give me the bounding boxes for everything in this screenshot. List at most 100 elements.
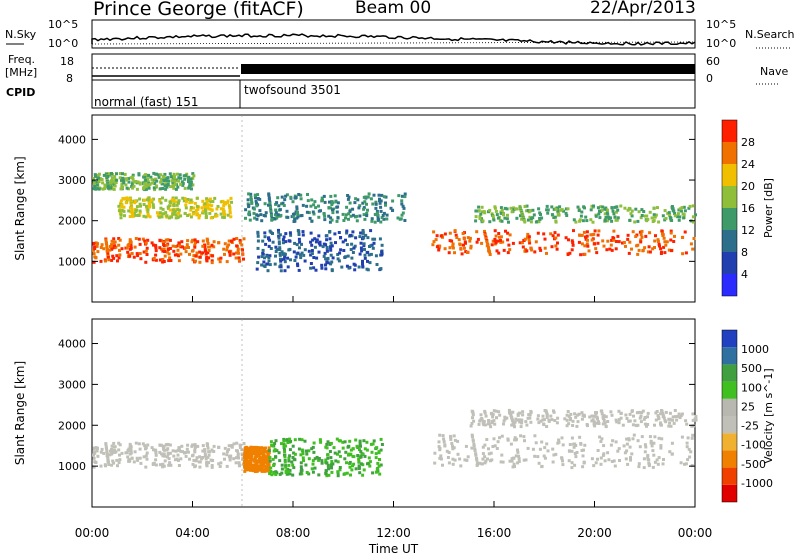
- power-cell: [203, 206, 207, 209]
- power-cell: [648, 210, 652, 214]
- velocity-cell: [259, 465, 263, 469]
- velocity-cell: [363, 454, 367, 458]
- velocity-cell: [326, 463, 330, 467]
- velocity-cell: [357, 460, 361, 463]
- power-cell: [555, 247, 559, 251]
- power-cell: [648, 231, 652, 235]
- power-cell: [283, 269, 287, 273]
- power-cell: [135, 208, 139, 212]
- power-cell: [135, 252, 139, 256]
- power-cell: [283, 198, 287, 202]
- power-cell: [613, 205, 617, 209]
- velocity-cell: [575, 424, 579, 428]
- velocity-cell: [670, 441, 674, 445]
- power-cell: [401, 204, 405, 208]
- velocity-cell: [365, 440, 369, 444]
- velocity-cell: [262, 464, 266, 468]
- power-cell: [379, 199, 383, 203]
- power-cell: [302, 253, 306, 257]
- power-cell: [177, 201, 180, 205]
- power-cell: [681, 252, 685, 256]
- power-cell: [165, 250, 169, 254]
- power-cell: [103, 187, 107, 190]
- power-cell: [159, 206, 163, 210]
- power-cell: [240, 243, 244, 247]
- nave-label: Nave: [760, 65, 789, 78]
- velocity-colorbar-tick: -500: [741, 458, 766, 471]
- velocity-cell: [583, 443, 587, 447]
- power-cell: [146, 198, 150, 202]
- power-cell: [172, 204, 176, 208]
- power-cell: [227, 250, 231, 254]
- power-cell: [207, 203, 211, 207]
- power-cell: [380, 243, 384, 247]
- velocity-cell: [343, 440, 347, 444]
- velocity-cell: [192, 458, 196, 462]
- velocity-cell: [280, 442, 283, 446]
- power-cell: [359, 241, 363, 245]
- power-cell: [181, 196, 185, 200]
- power-cell: [344, 216, 347, 220]
- power-cell: [493, 229, 497, 233]
- power-cell: [204, 249, 207, 253]
- power-cell: [491, 214, 495, 218]
- velocity-cell: [320, 459, 324, 463]
- power-cell: [184, 206, 188, 210]
- velocity-cell: [690, 464, 694, 468]
- velocity-cell: [310, 447, 314, 451]
- power-cell: [174, 216, 178, 220]
- power-cell: [268, 254, 272, 258]
- velocity-cell: [288, 472, 292, 476]
- power-cell: [92, 252, 96, 256]
- power-cell: [640, 214, 644, 217]
- cpid-label: CPID: [6, 86, 36, 99]
- velocity-cell: [326, 440, 330, 444]
- velocity-cell: [161, 465, 165, 469]
- velocity-cell: [483, 461, 487, 465]
- power-cell: [153, 182, 157, 185]
- velocity-cell: [470, 433, 474, 437]
- power-cell: [621, 241, 624, 245]
- power-cell: [129, 200, 133, 204]
- power-cell: [331, 211, 335, 215]
- velocity-cell: [506, 437, 510, 441]
- power-cell: [368, 261, 372, 265]
- power-cell: [486, 243, 490, 247]
- power-cell: [663, 251, 667, 255]
- velocity-cell: [249, 445, 253, 449]
- power-cell: [135, 187, 139, 191]
- power-cell: [171, 181, 175, 185]
- power-cell: [339, 236, 342, 240]
- power-cell: [312, 203, 316, 207]
- velocity-cell: [352, 462, 356, 466]
- power-cell: [173, 179, 177, 183]
- velocity-cell: [341, 446, 345, 450]
- power-cell: [259, 213, 263, 217]
- power-cell: [121, 185, 124, 189]
- velocity-cell: [96, 454, 100, 458]
- power-cell: [188, 213, 192, 217]
- power-cell: [286, 256, 290, 260]
- power-cell: [203, 243, 207, 247]
- power-cell: [298, 246, 301, 250]
- power-cell: [514, 207, 518, 211]
- velocity-cell: [264, 459, 268, 463]
- power-cell: [275, 247, 279, 251]
- power-cell: [158, 211, 162, 215]
- velocity-cell: [573, 452, 577, 455]
- power-cell: [268, 263, 272, 267]
- power-cell: [351, 251, 355, 254]
- nsearch-label: N.Search: [745, 28, 795, 41]
- power-cell: [195, 204, 199, 208]
- power-cell: [103, 183, 107, 187]
- power-cell: [345, 205, 349, 209]
- velocity-cell: [327, 467, 330, 471]
- velocity-cell: [299, 461, 303, 465]
- power-cell: [596, 233, 600, 237]
- velocity-cell: [292, 451, 296, 455]
- power-cell: [235, 237, 239, 240]
- velocity-cell: [267, 449, 271, 453]
- power-cell: [104, 259, 107, 263]
- velocity-cell: [481, 452, 485, 456]
- power-cell: [105, 245, 109, 249]
